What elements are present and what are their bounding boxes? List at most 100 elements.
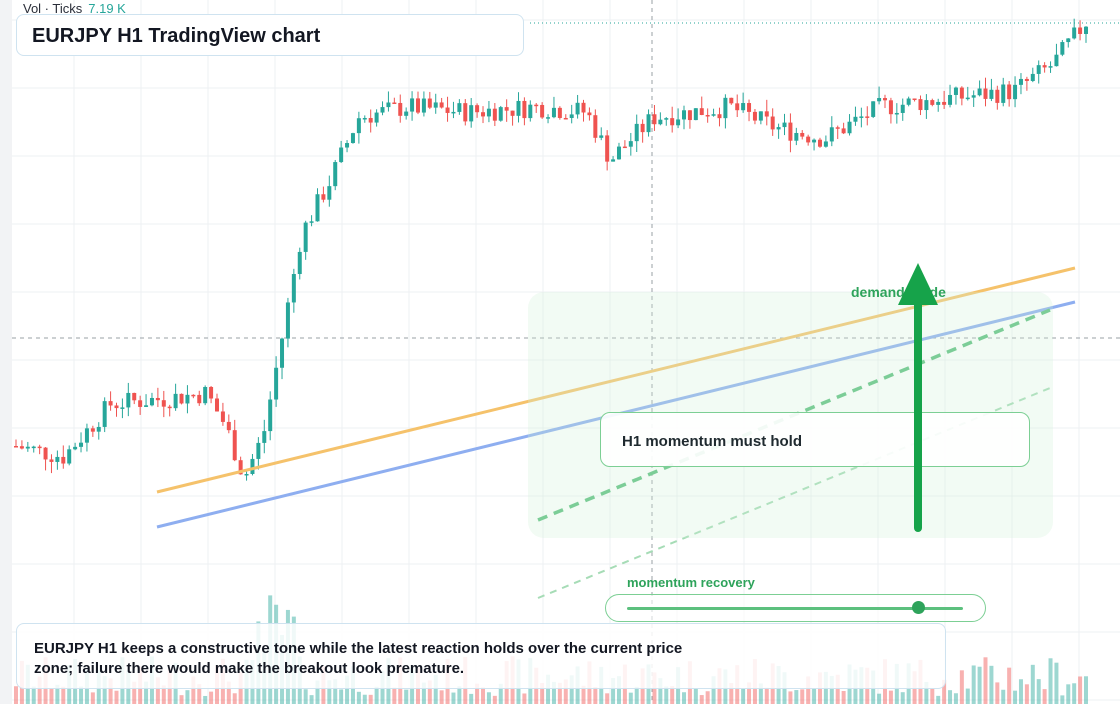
candle-body (410, 98, 415, 112)
volume-bar (942, 679, 947, 704)
slider-knob[interactable] (912, 601, 925, 614)
candle-body (948, 94, 953, 105)
candle-body (439, 102, 444, 108)
candle-body (788, 122, 793, 141)
price-scale-strip (0, 0, 12, 704)
candle-body (380, 107, 385, 113)
candle-body (415, 98, 420, 113)
candle-body (327, 186, 332, 200)
candle-body (285, 302, 290, 339)
candle-body (587, 112, 592, 116)
volume-bar (1018, 679, 1023, 704)
candle-body (220, 411, 225, 422)
volume-bar (800, 689, 805, 704)
volume-value: 7.19 K (88, 1, 126, 16)
volume-bar (309, 695, 314, 704)
candle-body (764, 111, 769, 117)
candle-body (664, 118, 669, 120)
candle-body (498, 107, 503, 121)
volume-bar (812, 688, 817, 704)
volume-bar (989, 665, 994, 704)
volume-bar (144, 681, 149, 704)
volume-bar (546, 674, 551, 704)
candle-body (747, 103, 752, 112)
candle-body (770, 116, 775, 130)
candle-body (835, 127, 840, 129)
candle-body (149, 397, 154, 406)
candle-body (705, 115, 710, 117)
volume-bar (835, 674, 840, 704)
volume-bar (977, 666, 982, 704)
candle-body (457, 103, 462, 112)
candle-body (752, 111, 757, 121)
volume-bar (421, 682, 426, 704)
volume-bar (1084, 676, 1088, 704)
candle-body (356, 118, 361, 134)
candle-body (658, 119, 663, 125)
volume-bar (132, 681, 137, 704)
candle-body (268, 399, 273, 432)
volume-bar (705, 691, 710, 704)
candle-body (741, 103, 746, 111)
volume-bar (1024, 684, 1029, 704)
chart-title-box: EURJPY H1 TradingView chart (16, 14, 524, 56)
candle-body (144, 405, 149, 407)
candle-body (522, 100, 527, 119)
volume-bar (161, 685, 166, 704)
volume-bar (806, 676, 811, 704)
candle-body (250, 458, 255, 474)
volume-bar (658, 678, 663, 704)
candle-body (563, 117, 568, 120)
candle-body (339, 147, 344, 163)
candle-body (918, 99, 923, 111)
volume-bar (581, 685, 586, 704)
candle-body (173, 393, 178, 409)
candle-body (1001, 84, 1006, 103)
volume-bar (303, 689, 308, 704)
volume-bar (226, 681, 231, 704)
candle-body (551, 107, 556, 118)
candle-body (262, 431, 267, 443)
candle-body (232, 430, 237, 461)
volume-bar (486, 692, 491, 704)
candle-body (1042, 65, 1047, 68)
volume-bar (90, 692, 95, 704)
volume-bar (209, 691, 214, 704)
candle-body (605, 135, 610, 162)
candle-body (1066, 38, 1071, 43)
candle-body (362, 117, 367, 120)
candle-body (646, 114, 651, 133)
candle-body (481, 112, 486, 117)
candle-body (67, 449, 72, 464)
volume-bar (362, 694, 367, 704)
candle-body (841, 128, 846, 134)
candle-body (368, 117, 373, 123)
candle-body (197, 394, 202, 404)
momentum-slider[interactable] (605, 594, 986, 622)
candle-body (1078, 27, 1083, 34)
volume-bar (841, 691, 846, 704)
candle-body (315, 194, 320, 222)
candle-body (226, 421, 231, 431)
volume-bar (232, 693, 237, 704)
volume-bar (333, 679, 338, 704)
candle-body (995, 89, 1000, 103)
candle-body (693, 108, 698, 121)
volume-bar (747, 682, 752, 704)
candle-body (161, 400, 166, 407)
candle-body (469, 105, 474, 122)
volume-bar (563, 679, 568, 704)
candle-body (504, 107, 509, 111)
candle-body (865, 116, 870, 118)
candle-body (309, 221, 314, 223)
candle-body (912, 98, 917, 101)
volume-bar (79, 686, 84, 704)
candle-body (723, 97, 728, 119)
candle-body (924, 100, 929, 111)
candle-body (557, 107, 562, 118)
volume-bar (948, 690, 953, 704)
candle-body (652, 114, 657, 125)
candle-body (1013, 84, 1018, 100)
volume-bar (374, 686, 379, 704)
candle-body (599, 135, 604, 138)
